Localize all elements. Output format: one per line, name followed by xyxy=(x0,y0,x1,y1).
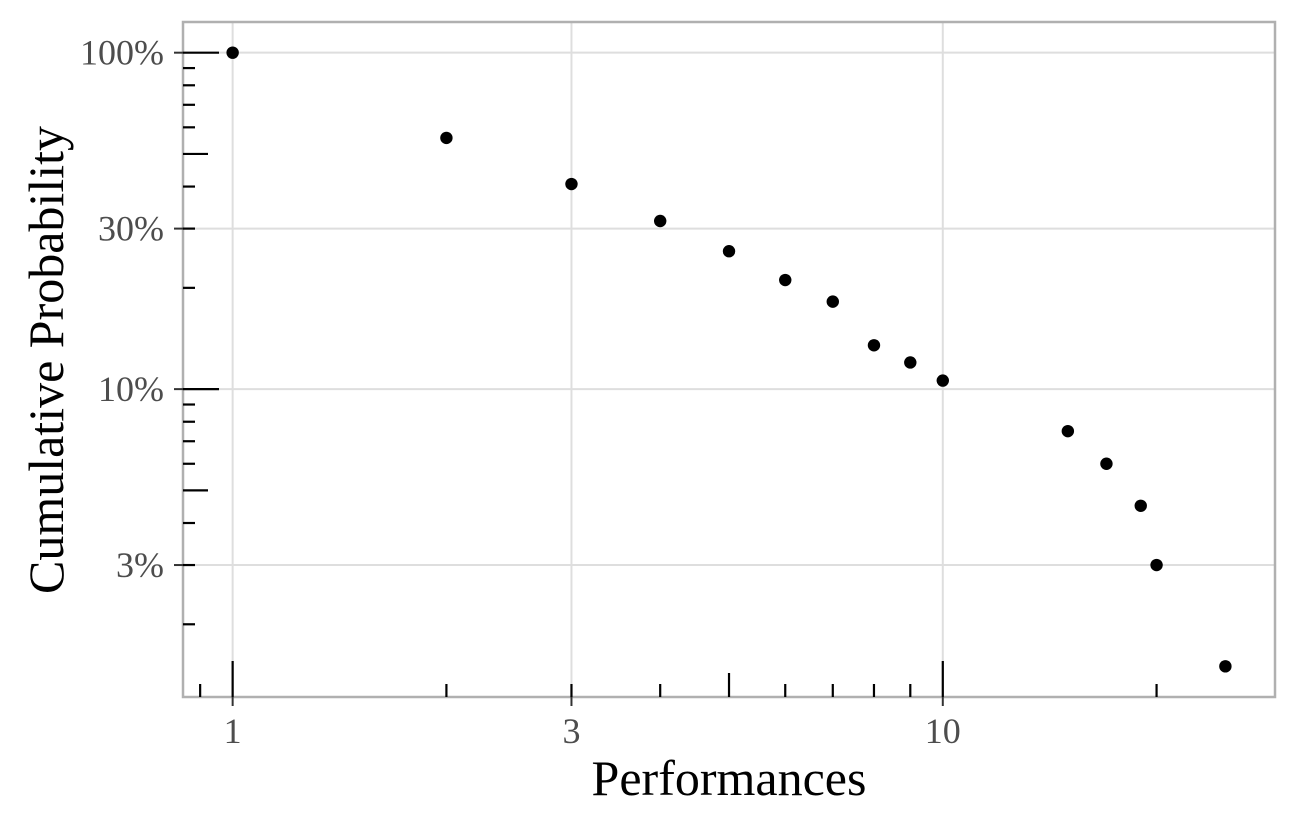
x-tick-label: 3 xyxy=(562,711,580,751)
data-point xyxy=(1100,457,1113,470)
data-point xyxy=(1061,424,1075,438)
x-tick-label: 10 xyxy=(925,711,961,751)
data-point xyxy=(826,295,839,308)
data-point xyxy=(722,245,736,258)
y-tick-label: 30% xyxy=(98,209,164,249)
data-point xyxy=(867,339,881,352)
data-point xyxy=(653,214,667,228)
data-point xyxy=(226,46,239,59)
data-point xyxy=(1150,558,1163,572)
data-point xyxy=(904,356,917,369)
y-tick-label: 100% xyxy=(80,33,164,73)
data-point xyxy=(565,177,578,191)
data-point xyxy=(936,374,949,387)
data-point xyxy=(440,131,453,145)
x-axis-title: Performances xyxy=(591,750,867,806)
panel-border xyxy=(181,20,1277,699)
data-point xyxy=(1219,660,1232,673)
y-tick-label: 10% xyxy=(98,369,164,409)
x-tick-label: 1 xyxy=(224,711,242,751)
data-point xyxy=(1134,499,1147,512)
data-point xyxy=(779,273,792,287)
y-tick-label: 3% xyxy=(116,545,164,585)
y-axis-title: Cumulative Probability xyxy=(18,125,74,595)
